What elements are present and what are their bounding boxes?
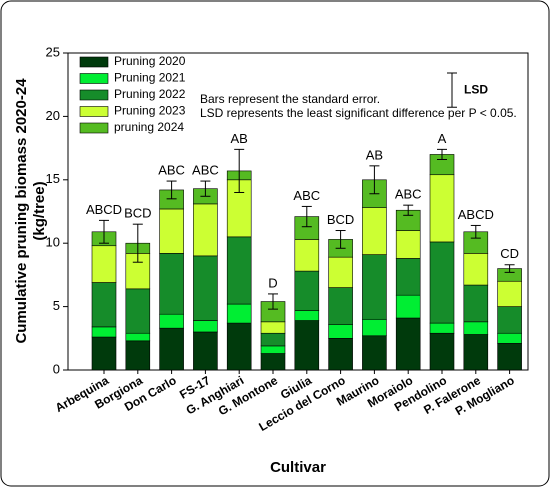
bar-segment bbox=[159, 327, 184, 371]
error-bar bbox=[99, 219, 109, 244]
bar-segment bbox=[497, 343, 522, 371]
bar-segment bbox=[125, 288, 151, 334]
y-axis-label: Cumulative pruning biomass 2020-24 bbox=[13, 78, 30, 344]
bar-segment bbox=[294, 320, 320, 371]
significance-letter: D bbox=[268, 275, 277, 290]
significance-letter: ABCD bbox=[86, 202, 122, 217]
bar-segment bbox=[193, 255, 218, 321]
bar-segment bbox=[362, 318, 387, 337]
bar-segment bbox=[395, 258, 421, 296]
bar-segment bbox=[159, 208, 184, 254]
legend-swatch bbox=[79, 89, 109, 101]
y-tick-label: 0 bbox=[53, 361, 60, 376]
significance-letter: ABCD bbox=[458, 207, 494, 222]
legend-swatch bbox=[79, 56, 109, 68]
bar-segment bbox=[429, 241, 455, 324]
bar-segment bbox=[497, 332, 522, 344]
bar-segment bbox=[260, 353, 286, 371]
bar-segment bbox=[395, 294, 421, 319]
bar-segment bbox=[294, 239, 320, 272]
bar-segment bbox=[260, 332, 286, 347]
annotation: Bars represent the standard error. bbox=[200, 92, 380, 106]
significance-letter: CD bbox=[500, 246, 519, 261]
bar-segment bbox=[463, 334, 489, 371]
bar-segment bbox=[429, 332, 455, 371]
error-bar bbox=[234, 148, 245, 193]
bar-segment bbox=[91, 282, 117, 328]
y-tick-label: 5 bbox=[53, 298, 60, 313]
bar-segment bbox=[226, 303, 252, 324]
bar-segment bbox=[159, 253, 184, 315]
significance-letter: BCD bbox=[327, 212, 354, 227]
bar-segment bbox=[260, 321, 286, 334]
error-bar bbox=[504, 264, 515, 273]
significance-letter: ABC bbox=[158, 163, 185, 178]
legend-label: Pruning 2021 bbox=[114, 71, 186, 85]
bar-segment bbox=[193, 331, 218, 371]
legend-swatch bbox=[79, 73, 109, 84]
legend-label: Pruning 2020 bbox=[114, 54, 186, 68]
error-bar bbox=[268, 293, 278, 310]
bar-segment bbox=[91, 336, 117, 371]
bar-segment bbox=[226, 236, 252, 305]
error-bar bbox=[301, 205, 312, 228]
bar-segment bbox=[226, 322, 252, 371]
legend-swatch bbox=[79, 106, 109, 117]
bar-segment bbox=[260, 345, 286, 354]
bar-segment bbox=[294, 310, 320, 321]
bar-segment bbox=[362, 335, 387, 371]
y-tick-label: 25 bbox=[46, 44, 60, 59]
bar-segment bbox=[125, 340, 151, 371]
lsd-label: LSD bbox=[464, 82, 488, 96]
bar-segment bbox=[429, 322, 455, 334]
significance-letter: AB bbox=[231, 131, 248, 146]
error-bar bbox=[437, 148, 447, 161]
bar-segment bbox=[328, 324, 353, 339]
bar-segment bbox=[193, 320, 218, 333]
error-bar bbox=[132, 223, 143, 263]
bar-segment bbox=[91, 326, 117, 338]
error-bar bbox=[470, 224, 481, 239]
bar-segment bbox=[294, 270, 320, 311]
error-bar bbox=[403, 204, 414, 216]
bar-segment bbox=[463, 321, 489, 335]
error-bar bbox=[369, 165, 380, 195]
bar-segment bbox=[395, 230, 421, 259]
significance-letter: AB bbox=[366, 147, 383, 162]
significance-letter: ABC bbox=[395, 187, 422, 202]
annotation: LSD represents the least significant dif… bbox=[200, 106, 517, 120]
bar-segment bbox=[193, 203, 218, 257]
legend-label: Pruning 2022 bbox=[114, 87, 186, 101]
bar-segment bbox=[125, 332, 151, 342]
bar-segment bbox=[328, 337, 353, 371]
bar-segment bbox=[328, 287, 353, 325]
x-axis-label: Cultivar bbox=[270, 459, 326, 476]
bar-segment bbox=[463, 284, 489, 323]
significance-letter: ABC bbox=[192, 163, 219, 178]
bar-segment bbox=[429, 174, 455, 243]
significance-letter: BCD bbox=[124, 206, 151, 221]
error-bar bbox=[166, 180, 177, 200]
y-tick-label: 15 bbox=[46, 171, 60, 186]
y-tick-label: 10 bbox=[46, 235, 60, 250]
bar-segment bbox=[497, 280, 522, 307]
significance-letter: A bbox=[438, 131, 447, 146]
y-tick-label: 20 bbox=[46, 108, 60, 123]
bar-segment bbox=[362, 254, 387, 320]
bar-segment bbox=[91, 245, 117, 283]
error-bar bbox=[335, 230, 346, 249]
y-axis-label: (kg/tree) bbox=[31, 181, 48, 240]
error-bar bbox=[200, 180, 211, 197]
bar-segment bbox=[159, 313, 184, 329]
bar-segment bbox=[463, 253, 489, 286]
legend-swatch bbox=[79, 122, 109, 134]
legend-label: pruning 2024 bbox=[114, 120, 184, 134]
bar-segment bbox=[362, 207, 387, 255]
bar-segment bbox=[395, 317, 421, 371]
legend-label: Pruning 2023 bbox=[114, 104, 186, 118]
bar-segment bbox=[328, 256, 353, 288]
significance-letter: ABC bbox=[293, 188, 320, 203]
bar-segment bbox=[497, 306, 522, 334]
